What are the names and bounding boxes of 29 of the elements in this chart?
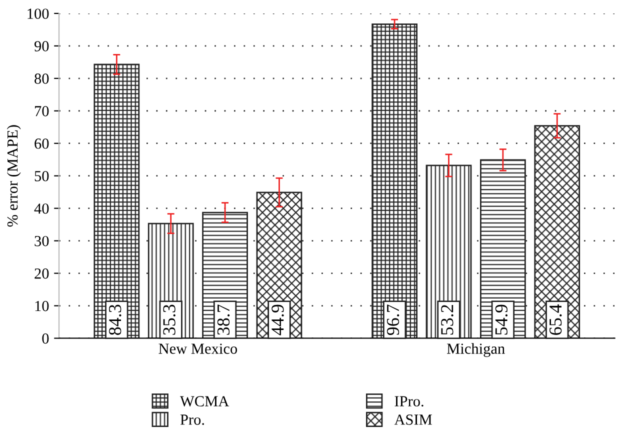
bar [534, 125, 580, 338]
data-label: 44.9 [272, 304, 284, 336]
y-tick-label: 20 [34, 268, 49, 279]
legend-label: Pro. [180, 414, 204, 425]
data-label: 96.7 [386, 304, 400, 336]
data-label: 35.3 [163, 304, 176, 335]
bar [372, 23, 418, 338]
y-tick-label: 100 [28, 8, 49, 19]
y-tick-label: 40 [34, 203, 49, 214]
legend-label: ASIM [394, 414, 432, 425]
legend-label: IPro. [394, 396, 424, 406]
y-tick-label: 90 [34, 41, 49, 52]
y-tick-label: 50 [34, 170, 49, 182]
y-axis-title: % error (MAPE) [6, 125, 21, 227]
x-tick-label: New Mexico [158, 344, 238, 354]
y-tick-label: 30 [34, 236, 49, 246]
data-label: 54.9 [495, 304, 508, 335]
y-tick-label: 10 [35, 300, 49, 312]
legend-label: WCMA [180, 396, 230, 407]
y-tick-label: 60 [34, 138, 49, 149]
data-label: 53.2 [441, 305, 454, 335]
data-label: 65.4 [550, 304, 562, 335]
y-tick-label: 70 [35, 106, 49, 116]
y-tick-label: 80 [34, 74, 49, 84]
bar [94, 64, 140, 338]
x-tick-label: Michigan [447, 343, 505, 357]
data-label: 84.3 [108, 304, 122, 335]
data-label: 38.7 [217, 304, 230, 335]
y-tick-label: 0 [42, 333, 49, 344]
